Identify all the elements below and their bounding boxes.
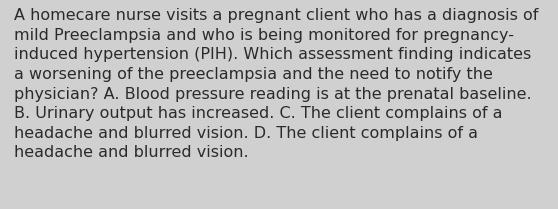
Text: A homecare nurse visits a pregnant client who has a diagnosis of
mild Preeclamps: A homecare nurse visits a pregnant clien…	[14, 8, 538, 160]
